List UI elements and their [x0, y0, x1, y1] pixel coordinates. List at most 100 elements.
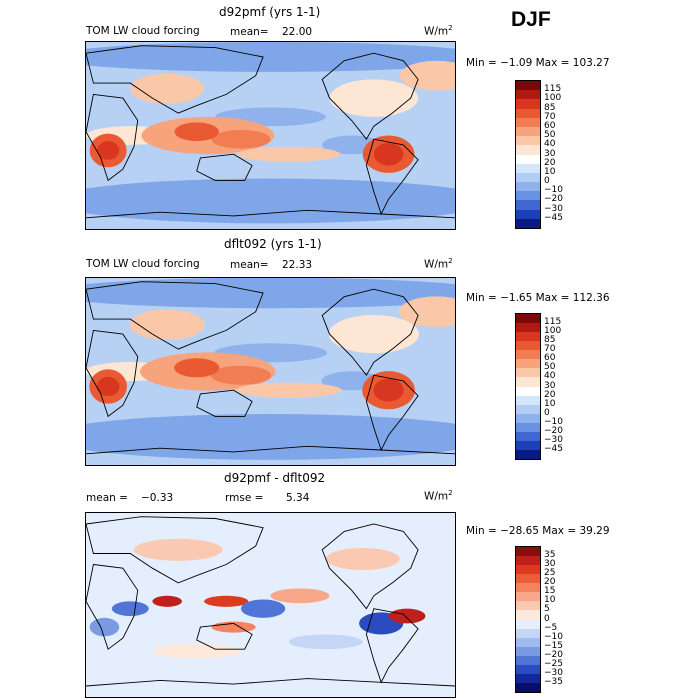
panel-2-colorbar — [515, 313, 541, 460]
coastline — [86, 93, 139, 182]
field-contour — [130, 73, 205, 104]
panel-1-mean-value: 22.00 — [282, 26, 313, 38]
colorbar-tick-label: 0 — [544, 176, 550, 187]
colorbar-segment — [516, 314, 540, 324]
colorbar-segment — [516, 619, 540, 629]
colorbar-segment — [516, 601, 540, 611]
panel-3-units: W/m2 — [424, 489, 453, 503]
panel-2-units: W/m2 — [424, 257, 453, 271]
colorbar-segment — [516, 449, 540, 459]
colorbar-segment — [516, 154, 540, 164]
colorbar-segment — [516, 637, 540, 647]
colorbar-tick-label: 30 — [544, 559, 556, 570]
colorbar-segment — [516, 90, 540, 100]
field-contour — [152, 643, 241, 659]
colorbar-segment — [516, 440, 540, 450]
colorbar-segment — [516, 610, 540, 620]
colorbar-tick-label: 100 — [544, 93, 562, 104]
field-contour — [373, 142, 404, 166]
panel-3-map — [85, 512, 456, 698]
colorbar-tick-label: 25 — [544, 568, 556, 579]
colorbar-tick-label: −25 — [544, 658, 563, 669]
colorbar-segment — [516, 404, 540, 414]
colorbar-tick-label: 60 — [544, 120, 556, 131]
colorbar-segment — [516, 341, 540, 351]
colorbar-tick-label: 70 — [544, 111, 556, 122]
field-contour — [174, 122, 219, 142]
colorbar-segment — [516, 565, 540, 575]
colorbar-segment — [516, 431, 540, 441]
colorbar-tick-label: 85 — [544, 335, 556, 346]
panel-1-colorbar — [515, 80, 541, 229]
colorbar-tick-label: 30 — [544, 148, 556, 159]
coastline — [86, 329, 139, 418]
field-contour — [328, 315, 419, 354]
field-contour — [399, 60, 455, 91]
panel-2-title: dflt092 (yrs 1-1) — [224, 237, 322, 251]
colorbar-segment — [516, 655, 540, 665]
colorbar-segment — [516, 574, 540, 584]
colorbar-tick-label: −30 — [544, 667, 563, 678]
panel-3-minmax: Min = −28.65 Max = 39.29 — [466, 525, 610, 537]
colorbar-segment — [516, 117, 540, 127]
colorbar-tick-label: −10 — [544, 185, 563, 196]
coastline — [196, 622, 253, 650]
colorbar-segment — [516, 664, 540, 674]
colorbar-tick-label: 20 — [544, 577, 556, 588]
panel-2-variable: TOM LW cloud forcing — [86, 258, 200, 270]
colorbar-segment — [516, 368, 540, 378]
colorbar-tick-label: −30 — [544, 203, 563, 214]
field-contour — [398, 296, 455, 327]
field-contour — [204, 595, 249, 607]
coastline — [321, 52, 419, 141]
season-label: DJF — [511, 8, 551, 31]
field-contour — [211, 129, 271, 149]
colorbar-tick-label: 100 — [544, 326, 562, 337]
colorbar-tick-label: −20 — [544, 194, 563, 205]
colorbar-tick-label: 50 — [544, 362, 556, 373]
colorbar-segment — [516, 163, 540, 173]
colorbar-segment — [516, 323, 540, 333]
field-contour — [97, 141, 120, 160]
colorbar-tick-label: −10 — [544, 416, 563, 427]
colorbar-tick-label: 20 — [544, 389, 556, 400]
panel-2-mean-label: mean= — [230, 259, 269, 271]
panel-1-minmax: Min = −1.09 Max = 103.27 — [466, 57, 610, 69]
colorbar-tick-label: −5 — [544, 622, 558, 633]
colorbar-segment — [516, 359, 540, 369]
colorbar-tick-label: 20 — [544, 157, 556, 168]
field-contour — [133, 538, 223, 561]
panel-2-minmax: Min = −1.65 Max = 112.36 — [466, 292, 610, 304]
coastline — [196, 389, 253, 417]
colorbar-segment — [516, 145, 540, 155]
colorbar-segment — [516, 592, 540, 602]
colorbar-segment — [516, 218, 540, 228]
coastline — [86, 281, 264, 350]
colorbar-segment — [516, 547, 540, 557]
colorbar-tick-label: −10 — [544, 631, 563, 642]
colorbar-segment — [516, 377, 540, 387]
field-contour — [210, 365, 272, 385]
colorbar-segment — [516, 386, 540, 396]
field-contour — [129, 309, 205, 341]
panel-2-mean-value: 22.33 — [282, 259, 313, 271]
map-field — [86, 42, 455, 224]
map-field — [86, 516, 455, 687]
field-contour — [86, 278, 455, 309]
colorbar-tick-label: 85 — [544, 102, 556, 113]
colorbar-tick-label: 0 — [544, 613, 550, 624]
colorbar-tick-label: −20 — [544, 649, 563, 660]
panel-3-colorbar — [515, 546, 541, 693]
panel-1-mean-label: mean= — [230, 26, 269, 38]
colorbar-segment — [516, 628, 540, 638]
colorbar-segment — [516, 583, 540, 593]
panel-2-map — [85, 277, 456, 466]
coastline — [365, 608, 419, 684]
field-contour — [111, 601, 149, 617]
field-contour — [86, 414, 455, 460]
field-contour — [174, 358, 220, 378]
colorbar-segment — [516, 81, 540, 91]
colorbar-tick-label: 40 — [544, 371, 556, 382]
field-contour — [96, 376, 120, 396]
colorbar-tick-label: 70 — [544, 344, 556, 355]
